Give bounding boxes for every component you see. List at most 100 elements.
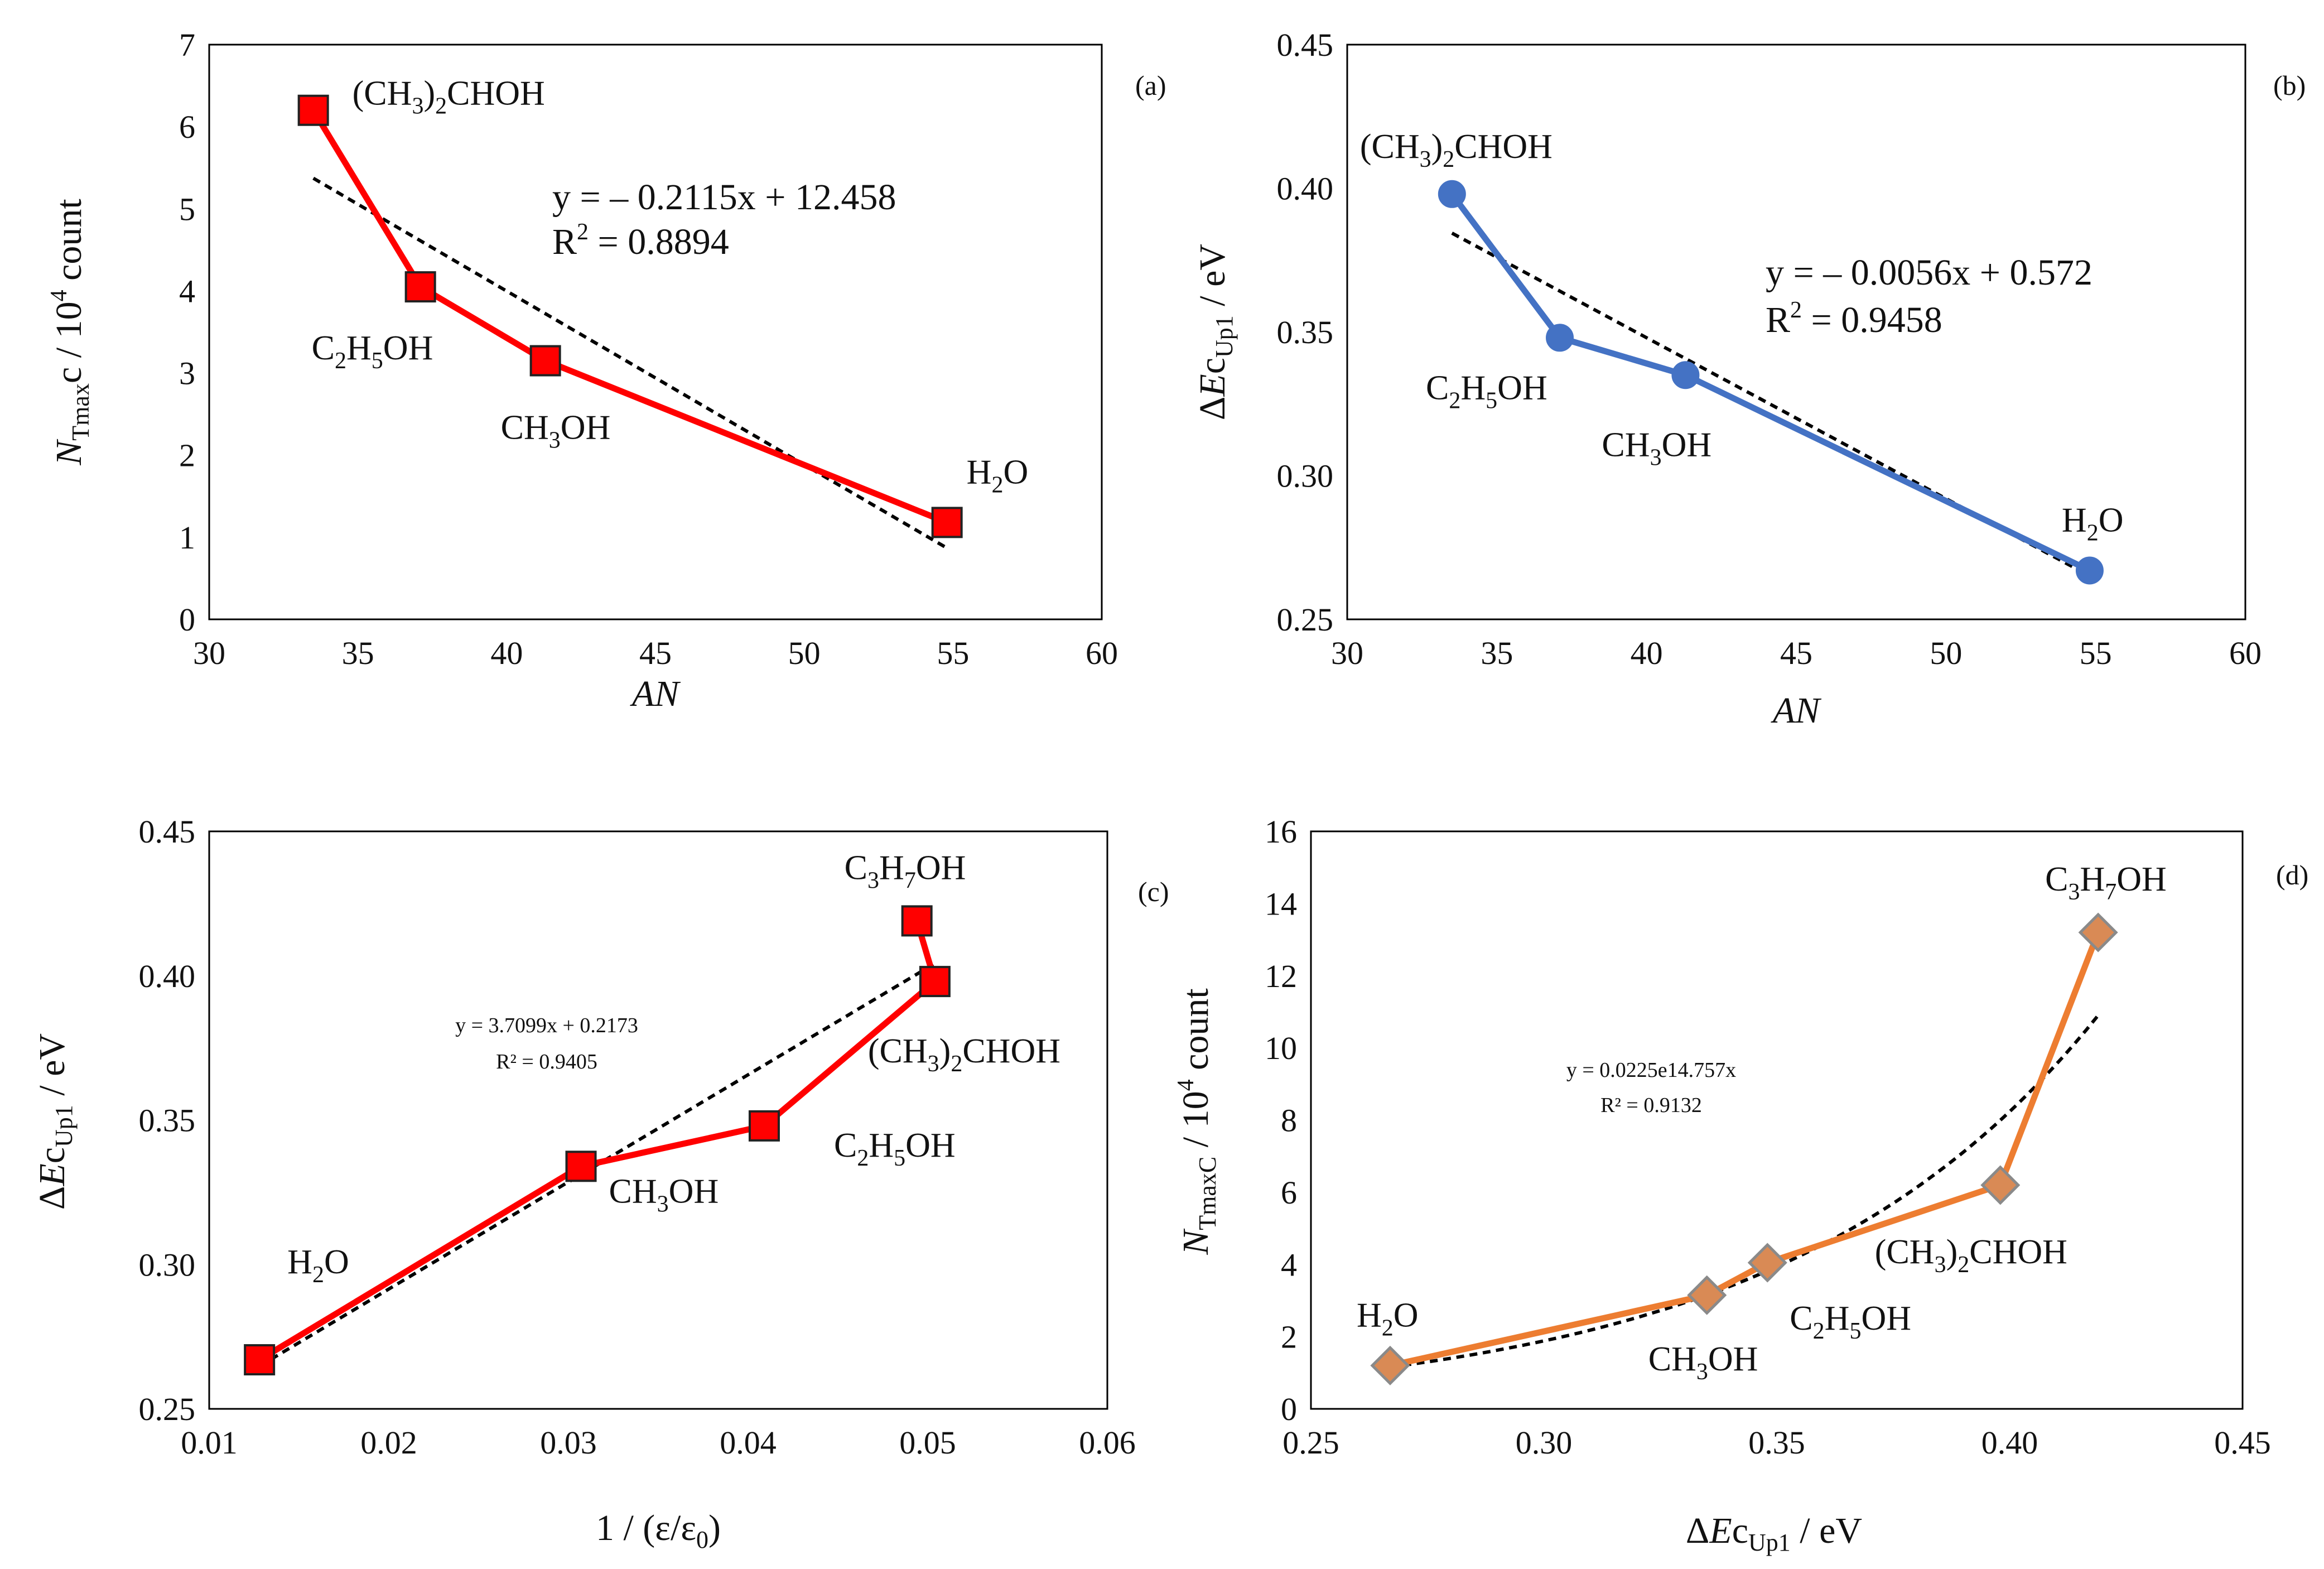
point-label: (CH3​)2​CHOH — [353, 75, 545, 119]
x-tick-label: 40 — [1631, 635, 1663, 671]
series-a — [297, 94, 963, 538]
data-point — [1546, 324, 1574, 352]
x-axis-label-c: 1 / (ε/ε0) — [596, 1508, 721, 1553]
x-tick-label: 0.02 — [360, 1424, 417, 1461]
y-tick-label: 0.45 — [1277, 27, 1334, 63]
panel-tag-c: (c) — [1138, 876, 1169, 907]
y-tick-label: 0.25 — [1277, 601, 1334, 638]
data-point — [1438, 180, 1466, 208]
point-label: (CH3​)2​CHOH — [1875, 1233, 2067, 1278]
data-point — [244, 1344, 276, 1376]
y-tick-label: 5 — [179, 191, 195, 227]
x-tick-label: 0.35 — [1748, 1424, 1805, 1461]
point-label: C3​H7​OH — [845, 849, 966, 893]
data-point — [931, 507, 963, 538]
series-line — [1449, 192, 2091, 574]
point-labels-d: H2​O CH3​OH C2​H5​OH (CH3​)2​CHOH C3​H7​OH — [1357, 860, 2167, 1385]
y-tick-label: 0.30 — [1277, 458, 1334, 494]
trendline — [312, 176, 948, 550]
ticks-c: 0.01 0.02 0.03 0.04 0.05 0.06 0.25 0.30 0.35 0.40… — [139, 814, 1136, 1461]
y-tick-label: 12 — [1265, 958, 1297, 994]
x-tick-label: 55 — [2080, 635, 2112, 671]
point-label: H2​O — [2062, 501, 2124, 546]
x-tick-label: 35 — [1481, 635, 1513, 671]
y-tick-label: 10 — [1265, 1030, 1297, 1066]
x-axis-label-d: ΔEcUp1 / eV — [1686, 1510, 1862, 1556]
panel-c: 0.01 0.02 0.03 0.04 0.05 0.06 0.25 0.30 0.35 0.40… — [32, 814, 1169, 1553]
trendline-a — [312, 176, 948, 550]
data-point — [1671, 361, 1700, 389]
x-axis-label-a: AN — [630, 673, 681, 714]
y-tick-label: 8 — [1281, 1103, 1297, 1139]
x-tick-label: 0.06 — [1079, 1424, 1136, 1461]
point-label: H2​O — [1357, 1296, 1419, 1341]
y-tick-label: 6 — [179, 109, 195, 145]
panel-tag-d: (d) — [2276, 859, 2308, 891]
y-axis-label-c: ΔEcUp1 / eV — [32, 1033, 78, 1210]
y-tick-label: 3 — [179, 355, 195, 392]
x-tick-label: 0.01 — [181, 1424, 238, 1461]
point-label: CH3​OH — [501, 409, 611, 454]
y-axis-label-a: NTmaxc / 104 count — [46, 199, 94, 465]
point-labels-b: (CH3​)2​CHOH C2​H5​OH CH3​OH H2​O — [1360, 128, 2124, 546]
equation-a: y = – 0.2115x + 12.458 — [552, 177, 896, 218]
trendline-d — [1390, 1014, 2100, 1369]
series-d — [1370, 912, 2118, 1385]
point-label: C2​H5​OH — [1426, 369, 1547, 413]
data-point — [529, 345, 561, 377]
data-point — [748, 1110, 780, 1142]
point-label: C2​H5​OH — [834, 1127, 956, 1171]
x-tick-label: 0.40 — [1981, 1424, 2038, 1461]
x-tick-label: 45 — [639, 635, 672, 671]
y-tick-label: 7 — [179, 27, 195, 63]
y-tick-label: 6 — [1281, 1175, 1297, 1211]
x-tick-label: 0.25 — [1282, 1424, 1339, 1461]
data-point — [1687, 1275, 1727, 1315]
x-tick-label: 0.45 — [2214, 1424, 2271, 1461]
x-tick-label: 30 — [193, 635, 225, 671]
point-label: CH3​OH — [1648, 1340, 1758, 1385]
point-labels-a: (CH3​)2​CHOH C2​H5​OH CH3​OH H2​O — [312, 75, 1029, 498]
series-b — [1438, 180, 2104, 585]
y-tick-label: 4 — [1281, 1246, 1297, 1283]
x-tick-label: 40 — [490, 635, 523, 671]
data-point — [1980, 1165, 2021, 1205]
y-tick-label: 2 — [179, 437, 195, 474]
x-tick-label: 35 — [342, 635, 374, 671]
point-label: CH3​OH — [609, 1172, 719, 1217]
x-axis-label-b: AN — [1771, 690, 1822, 731]
x-tick-label: 55 — [937, 635, 969, 671]
data-point — [2078, 912, 2118, 952]
y-tick-label: 0.35 — [1277, 314, 1334, 350]
x-tick-label: 0.04 — [720, 1424, 777, 1461]
panel-b: 30 35 40 45 50 55 60 0.25 0.30 0.35 0.40 0.45 (CH3​… — [1192, 27, 2306, 731]
x-tick-label: 0.30 — [1516, 1424, 1573, 1461]
point-labels-c: H2​O CH3​OH C2​H5​OH (CH3​)2​CHOH C3​H7​OH — [287, 849, 1060, 1288]
x-tick-label: 50 — [1930, 635, 1962, 671]
y-tick-label: 0.35 — [139, 1103, 196, 1139]
data-point — [404, 271, 436, 303]
point-label: C2​H5​OH — [1790, 1300, 1911, 1344]
y-tick-label: 0 — [1281, 1391, 1297, 1427]
y-tick-label: 4 — [179, 273, 195, 309]
data-point — [565, 1151, 597, 1182]
plot-area-b — [1346, 44, 2246, 620]
y-tick-label: 0.40 — [1277, 171, 1334, 207]
y-tick-label: 2 — [1281, 1319, 1297, 1355]
equation-c: y = 3.7099x + 0.2173 — [455, 1014, 638, 1037]
x-tick-label: 45 — [1780, 635, 1812, 671]
y-axis-label-b: ΔEcUp1 / eV — [1192, 244, 1238, 420]
data-point — [297, 94, 329, 126]
data-point — [901, 905, 933, 937]
data-point — [2075, 556, 2104, 585]
data-point — [919, 966, 951, 998]
y-tick-label: 0.40 — [139, 958, 196, 994]
series-line — [310, 108, 948, 526]
point-label: (CH3​)2​CHOH — [1360, 128, 1552, 172]
data-point — [1747, 1243, 1787, 1283]
y-tick-label: 0 — [179, 601, 195, 638]
point-label: H2​O — [287, 1243, 349, 1288]
x-tick-label: 50 — [788, 635, 821, 671]
x-tick-label: 0.05 — [899, 1424, 956, 1461]
point-label: (CH3​)2​CHOH — [868, 1032, 1060, 1077]
